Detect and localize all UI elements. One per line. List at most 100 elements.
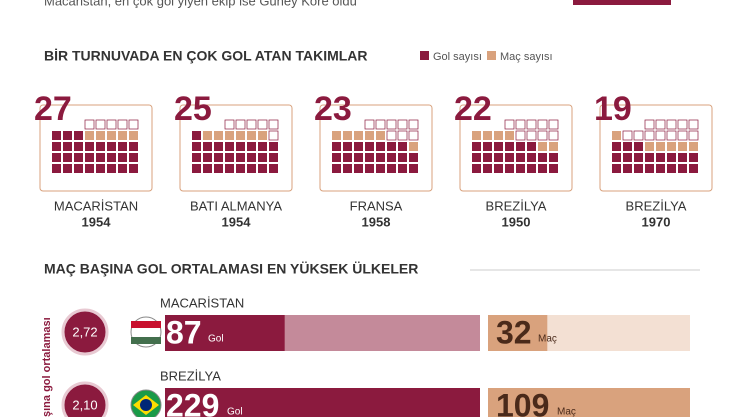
- goal-square: [398, 164, 407, 173]
- goal-square: [494, 142, 503, 151]
- goal-square: [409, 153, 418, 162]
- empty-square: [548, 119, 559, 130]
- goal-square: [63, 153, 72, 162]
- goal-square: [129, 153, 138, 162]
- goal-square: [332, 164, 341, 173]
- goal-square: [52, 142, 61, 151]
- empty-square: [688, 130, 699, 141]
- goal-square: [387, 164, 396, 173]
- goal-square: [96, 142, 105, 151]
- empty-square: [677, 130, 688, 141]
- goal-square: [225, 153, 234, 162]
- goal-square: [269, 153, 278, 162]
- empty-square: [666, 119, 677, 130]
- goal-square: [387, 142, 396, 151]
- goal-square: [623, 153, 632, 162]
- goal-square: [494, 164, 503, 173]
- match-square: [409, 142, 418, 151]
- empty-square: [633, 130, 644, 141]
- goal-square: [678, 153, 687, 162]
- match-square: [505, 131, 514, 140]
- goal-square: [689, 153, 698, 162]
- match-square: [85, 131, 94, 140]
- empty-square: [644, 119, 655, 130]
- goal-square: [107, 142, 116, 151]
- goal-square: [129, 142, 138, 151]
- match-square: [354, 131, 363, 140]
- goal-square: [269, 164, 278, 173]
- empty-square: [257, 119, 268, 130]
- goal-square: [549, 164, 558, 173]
- match-square: [538, 142, 547, 151]
- goal-square: [409, 164, 418, 173]
- goal-square: [472, 164, 481, 173]
- match-square: [483, 131, 492, 140]
- goal-square: [236, 153, 245, 162]
- goal-square: [667, 164, 676, 173]
- empty-square: [235, 119, 246, 130]
- goal-bar: [165, 315, 285, 351]
- empty-square: [655, 119, 666, 130]
- goal-square: [505, 164, 514, 173]
- goal-square: [63, 131, 72, 140]
- average: 2,72: [72, 324, 97, 339]
- team-year: 1958: [362, 214, 391, 229]
- match-square: [258, 131, 267, 140]
- empty-square: [268, 119, 279, 130]
- goal-square: [269, 142, 278, 151]
- goal-square: [85, 153, 94, 162]
- match-square: [203, 131, 212, 140]
- goal-square: [63, 164, 72, 173]
- flag-globe: [140, 399, 152, 411]
- match-square: [343, 131, 352, 140]
- goal-square: [107, 153, 116, 162]
- goal-square: [516, 153, 525, 162]
- goal-square: [214, 142, 223, 151]
- goal-square: [52, 153, 61, 162]
- empty-square: [526, 119, 537, 130]
- goal-square: [192, 164, 201, 173]
- goal-square: [612, 164, 621, 173]
- goal-square: [527, 164, 536, 173]
- match-square: [247, 131, 256, 140]
- goal-unit: Gol: [227, 407, 243, 417]
- goal-square: [612, 153, 621, 162]
- empty-square: [386, 130, 397, 141]
- goal-square: [483, 142, 492, 151]
- empty-square: [246, 119, 257, 130]
- match-bar: [488, 388, 690, 417]
- empty-square: [655, 130, 666, 141]
- goal-count: 27: [34, 90, 72, 128]
- goal-square: [258, 153, 267, 162]
- empty-square: [526, 130, 537, 141]
- goal-square: [678, 164, 687, 173]
- flag-stripe: [131, 321, 161, 328]
- goal-square: [398, 142, 407, 151]
- goal-square: [612, 142, 621, 151]
- goal-square: [634, 142, 643, 151]
- goal-square: [129, 164, 138, 173]
- goal-square: [549, 153, 558, 162]
- empty-square: [364, 119, 375, 130]
- goal-square: [96, 164, 105, 173]
- empty-square: [408, 119, 419, 130]
- goal-square: [192, 142, 201, 151]
- goal-square: [343, 164, 352, 173]
- goal-square: [365, 164, 374, 173]
- goal-square: [354, 164, 363, 173]
- team-name: MACARİSTAN: [54, 198, 138, 213]
- match-square: [612, 131, 621, 140]
- goal-square: [63, 142, 72, 151]
- average-badge: [61, 381, 109, 417]
- goal-square: [483, 153, 492, 162]
- empty-square: [515, 130, 526, 141]
- goal-square: [645, 153, 654, 162]
- goal-square: [225, 164, 234, 173]
- goal-square: [214, 164, 223, 173]
- empty-square: [106, 119, 117, 130]
- goal-value: 87: [166, 314, 202, 350]
- goal-square: [354, 142, 363, 151]
- goal-square: [107, 164, 116, 173]
- legend-label: Gol sayısı: [433, 51, 482, 63]
- empty-square: [128, 119, 139, 130]
